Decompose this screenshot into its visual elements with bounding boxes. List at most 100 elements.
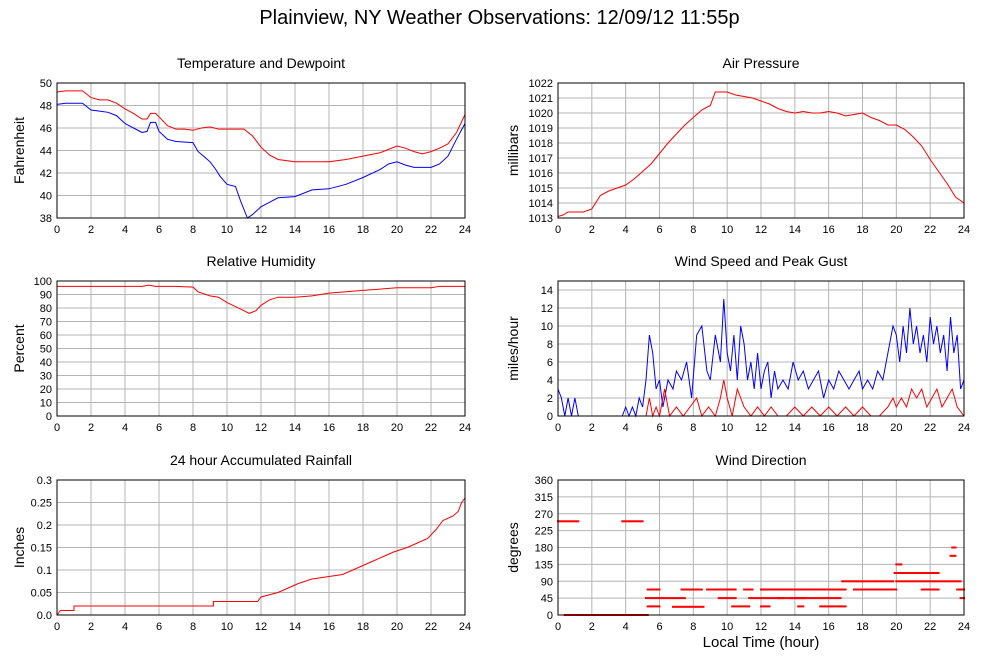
- humidity-series-0: [57, 284, 465, 314]
- winddir-ylabel: degrees: [505, 522, 521, 573]
- winddir-point: [861, 580, 864, 583]
- winddir-point: [802, 597, 805, 600]
- pressure-series-0: [557, 91, 965, 217]
- wind-series-0: [557, 298, 965, 418]
- winddir-point: [920, 580, 923, 583]
- winddir-point: [653, 597, 656, 600]
- winddir-point: [937, 588, 940, 591]
- winddir-point: [956, 580, 959, 583]
- winddir-point: [677, 597, 680, 600]
- winddir-point: [952, 546, 955, 549]
- winddir-point: [932, 588, 935, 591]
- humidity-ytick-label: 40: [40, 357, 52, 369]
- winddir-point: [844, 588, 847, 591]
- pressure-xtick-label: 10: [721, 224, 733, 236]
- winddir-point: [763, 588, 766, 591]
- winddir-point: [935, 580, 938, 583]
- winddir-point: [658, 597, 661, 600]
- winddir-point: [886, 580, 889, 583]
- winddir-point: [638, 520, 641, 523]
- winddir-point: [766, 605, 769, 608]
- winddir-point: [761, 597, 764, 600]
- pressure-ytick-label: 1013: [529, 213, 553, 225]
- winddir-point: [893, 572, 896, 574]
- winddir-point: [633, 520, 636, 523]
- winddir-point: [724, 597, 727, 600]
- temp-ytick-label: 44: [40, 146, 52, 158]
- winddir-point: [790, 597, 793, 600]
- winddir-point: [719, 588, 722, 591]
- winddir-point: [776, 597, 779, 600]
- winddir-point: [766, 597, 769, 600]
- winddir-point: [880, 588, 883, 591]
- rain-xtick-label: 12: [255, 621, 267, 633]
- winddir-point: [917, 580, 920, 583]
- winddir-point: [646, 588, 649, 591]
- wind-ytick-label: 0: [547, 411, 553, 423]
- rain-series-0: [56, 497, 466, 616]
- winddir-point: [910, 572, 913, 574]
- winddir-point: [930, 588, 933, 591]
- winddir-point: [797, 597, 800, 600]
- humidity-title: Relative Humidity: [207, 253, 316, 269]
- winddir-point: [836, 597, 839, 600]
- winddir-point: [935, 588, 938, 591]
- winddir-point: [804, 597, 806, 600]
- winddir-point: [897, 580, 899, 583]
- humidity-ytick-label: 50: [40, 344, 52, 356]
- humidity-xtick-label: 2: [88, 422, 94, 434]
- wind-ytick-label: 12: [541, 303, 553, 315]
- temp-xtick-label: 18: [357, 224, 369, 236]
- temp-xtick-label: 4: [122, 224, 128, 236]
- winddir-point: [563, 520, 566, 523]
- winddir-point: [919, 572, 921, 574]
- winddir-point: [897, 563, 899, 566]
- winddir-point: [841, 605, 844, 608]
- winddir-point: [658, 588, 661, 591]
- winddir-point: [842, 588, 845, 591]
- wind-xtick-label: 16: [823, 422, 835, 434]
- winddir-point: [829, 605, 832, 608]
- winddir-point: [878, 588, 881, 591]
- winddir-point: [646, 605, 649, 608]
- winddir-point: [773, 588, 776, 591]
- winddir-point: [888, 580, 891, 583]
- winddir-point: [836, 605, 839, 608]
- winddir-point: [727, 588, 730, 591]
- pressure-ytick-label: 1021: [529, 93, 553, 105]
- winddir-point: [827, 605, 830, 608]
- winddir-point: [864, 588, 867, 591]
- winddir-point: [834, 597, 837, 600]
- winddir-point: [861, 588, 864, 591]
- winddir-point: [685, 605, 688, 608]
- winddir-point: [822, 588, 825, 591]
- winddir-point: [678, 597, 681, 600]
- winddir-point: [849, 580, 852, 583]
- rain-xtick-label: 16: [323, 621, 335, 633]
- temp-xtick-label: 2: [88, 224, 94, 236]
- winddir-point: [688, 588, 691, 591]
- winddir-point: [621, 520, 624, 523]
- wind-xtick-label: 14: [789, 422, 801, 434]
- winddir-point: [699, 588, 702, 591]
- winddir-point: [672, 605, 674, 608]
- winddir-point: [788, 597, 791, 600]
- winddir-point: [800, 597, 803, 600]
- winddir-point: [902, 572, 905, 574]
- winddir-point: [826, 605, 828, 608]
- winddir-point: [859, 588, 862, 591]
- winddir-point: [908, 572, 911, 574]
- winddir-point: [937, 572, 940, 574]
- winddir-point: [841, 588, 844, 591]
- winddir-point: [560, 520, 563, 523]
- winddir-point: [748, 605, 751, 608]
- winddir-point: [680, 597, 683, 600]
- pressure-ytick-label: 1022: [529, 78, 553, 90]
- winddir-point: [924, 588, 927, 591]
- winddir-point: [961, 588, 964, 591]
- winddir-ytick-label: 270: [535, 509, 553, 521]
- winddir-point: [837, 597, 840, 600]
- winddir-point: [824, 597, 827, 600]
- humidity-xtick-label: 8: [190, 422, 196, 434]
- winddir-point: [726, 588, 729, 591]
